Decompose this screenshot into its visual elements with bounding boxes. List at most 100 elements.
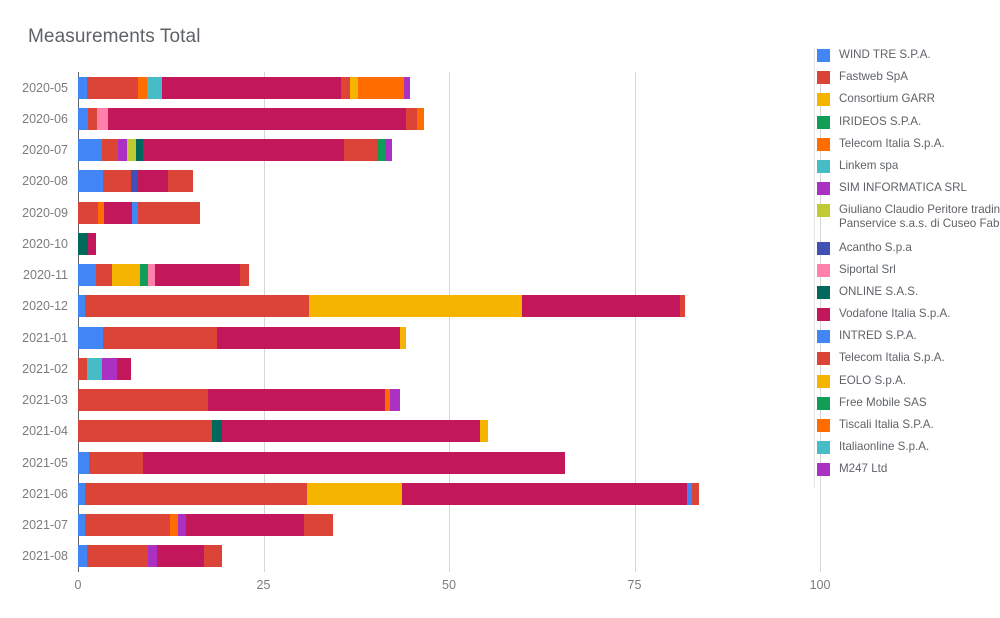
bar-segment[interactable] <box>307 482 403 505</box>
stacked-bar[interactable] <box>78 201 200 224</box>
bar-segment[interactable] <box>84 295 310 318</box>
bar-segment[interactable] <box>239 264 250 287</box>
bar-segment[interactable] <box>86 76 139 99</box>
bar-segment[interactable] <box>303 514 334 537</box>
bar-segment[interactable] <box>178 514 187 537</box>
legend-item[interactable]: Telecom Italia S.p.A. <box>817 137 1000 152</box>
bar-segment[interactable] <box>98 201 104 224</box>
bar-segment[interactable] <box>155 264 240 287</box>
bar-segment[interactable] <box>103 170 132 193</box>
bar-segment[interactable] <box>217 326 401 349</box>
bar-segment[interactable] <box>78 232 88 255</box>
bar-segment[interactable] <box>96 107 109 130</box>
bar-segment[interactable] <box>84 514 170 537</box>
bar-segment[interactable] <box>221 420 481 443</box>
stacked-bar[interactable] <box>78 76 411 99</box>
bar-segment[interactable] <box>112 264 141 287</box>
stacked-bar[interactable] <box>78 482 700 505</box>
bar-segment[interactable] <box>207 389 386 412</box>
bar-segment[interactable] <box>679 295 685 318</box>
bar-segment[interactable] <box>86 357 102 380</box>
bar-segment[interactable] <box>78 451 90 474</box>
bar-segment[interactable] <box>400 326 406 349</box>
bar-segment[interactable] <box>131 170 139 193</box>
bar-segment[interactable] <box>78 170 104 193</box>
bar-segment[interactable] <box>78 389 208 412</box>
legend-item[interactable]: IRIDEOS S.P.A. <box>817 115 1000 130</box>
bar-segment[interactable] <box>78 326 104 349</box>
bar-segment[interactable] <box>78 264 96 287</box>
legend-item[interactable]: WIND TRE S.P.A. <box>817 48 1000 63</box>
bar-segment[interactable] <box>385 389 391 412</box>
bar-segment[interactable] <box>126 139 136 162</box>
bar-segment[interactable] <box>118 139 127 162</box>
legend-item[interactable]: Italiaonline S.p.A. <box>817 440 1000 455</box>
bar-segment[interactable] <box>146 76 162 99</box>
bar-segment[interactable] <box>86 545 148 568</box>
legend-item[interactable]: M247 Ltd <box>817 462 1000 477</box>
bar-segment[interactable] <box>103 326 218 349</box>
stacked-bar[interactable] <box>78 170 193 193</box>
bar-segment[interactable] <box>687 482 693 505</box>
stacked-bar[interactable] <box>78 326 406 349</box>
bar-segment[interactable] <box>138 76 147 99</box>
bar-segment[interactable] <box>692 482 700 505</box>
stacked-bar[interactable] <box>78 389 400 412</box>
bar-segment[interactable] <box>89 451 144 474</box>
bar-segment[interactable] <box>186 514 304 537</box>
bar-segment[interactable] <box>84 482 308 505</box>
bar-segment[interactable] <box>78 514 85 537</box>
bar-segment[interactable] <box>101 139 119 162</box>
bar-segment[interactable] <box>108 107 406 130</box>
stacked-bar[interactable] <box>78 139 392 162</box>
bar-segment[interactable] <box>358 76 404 99</box>
legend-item[interactable]: Giuliano Claudio Peritore tradin Panserv… <box>817 203 1000 233</box>
legend-item[interactable]: Linkem spa <box>817 159 1000 174</box>
bar-segment[interactable] <box>78 139 102 162</box>
legend-item[interactable]: Acantho S.p.a <box>817 241 1000 256</box>
legend-item[interactable]: SIM INFORMATICA SRL <box>817 181 1000 196</box>
bar-segment[interactable] <box>417 107 425 130</box>
bar-segment[interactable] <box>103 201 133 224</box>
stacked-bar[interactable] <box>78 232 96 255</box>
bar-segment[interactable] <box>78 420 213 443</box>
legend-item[interactable]: Siportal Srl <box>817 263 1000 278</box>
bar-segment[interactable] <box>385 139 392 162</box>
stacked-bar[interactable] <box>78 107 425 130</box>
stacked-bar[interactable] <box>78 545 222 568</box>
bar-segment[interactable] <box>402 482 688 505</box>
legend-item[interactable]: Vodafone Italia S.p.A. <box>817 307 1000 322</box>
legend-item[interactable]: INTRED S.P.A. <box>817 329 1000 344</box>
bar-segment[interactable] <box>480 420 489 443</box>
bar-segment[interactable] <box>135 139 143 162</box>
bar-segment[interactable] <box>212 420 222 443</box>
bar-segment[interactable] <box>376 139 386 162</box>
bar-segment[interactable] <box>87 232 96 255</box>
legend-item[interactable]: Consortium GARR <box>817 92 1000 107</box>
bar-segment[interactable] <box>78 295 85 318</box>
stacked-bar[interactable] <box>78 357 132 380</box>
bar-segment[interactable] <box>161 76 341 99</box>
legend-item[interactable]: Tiscali Italia S.P.A. <box>817 418 1000 433</box>
bar-segment[interactable] <box>78 482 85 505</box>
bar-segment[interactable] <box>170 514 179 537</box>
legend-item[interactable]: Free Mobile SAS <box>817 396 1000 411</box>
stacked-bar[interactable] <box>78 514 334 537</box>
stacked-bar[interactable] <box>78 420 489 443</box>
bar-segment[interactable] <box>138 170 168 193</box>
bar-segment[interactable] <box>405 107 418 130</box>
bar-segment[interactable] <box>148 264 156 287</box>
bar-segment[interactable] <box>147 545 158 568</box>
bar-segment[interactable] <box>132 201 139 224</box>
bar-segment[interactable] <box>78 357 87 380</box>
legend-item[interactable]: EOLO S.p.A. <box>817 374 1000 389</box>
bar-segment[interactable] <box>204 545 222 568</box>
bar-segment[interactable] <box>140 264 149 287</box>
bar-segment[interactable] <box>344 139 377 162</box>
bar-segment[interactable] <box>349 76 359 99</box>
bar-segment[interactable] <box>167 170 193 193</box>
stacked-bar[interactable] <box>78 264 250 287</box>
bar-segment[interactable] <box>143 451 566 474</box>
legend-item[interactable]: Telecom Italia S.p.A. <box>817 351 1000 366</box>
bar-segment[interactable] <box>138 201 200 224</box>
